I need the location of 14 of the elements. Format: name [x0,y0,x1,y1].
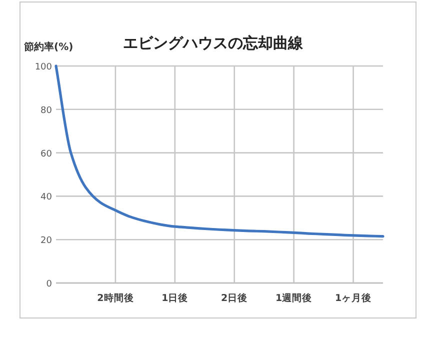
y-tick-label: 60 [40,149,52,160]
x-tick-label: 2時間後 [97,292,134,304]
y-tick-label: 100 [34,62,52,72]
x-tick-label: 1ヶ月後 [334,292,372,304]
line-series [54,64,384,238]
y-axis-title: 節約率(%) [23,41,74,53]
y-tick-label: 0 [46,280,52,290]
x-tick-label: 2日後 [221,292,248,304]
x-tick-label: 1日後 [162,292,188,304]
x-tick-label: 1週間後 [276,292,312,304]
chart-title: エビングハウスの忘却曲線 [123,34,304,52]
y-tick-label: 40 [40,192,52,203]
y-tick-label: 20 [40,236,52,246]
y-tick-label: 80 [40,106,52,116]
